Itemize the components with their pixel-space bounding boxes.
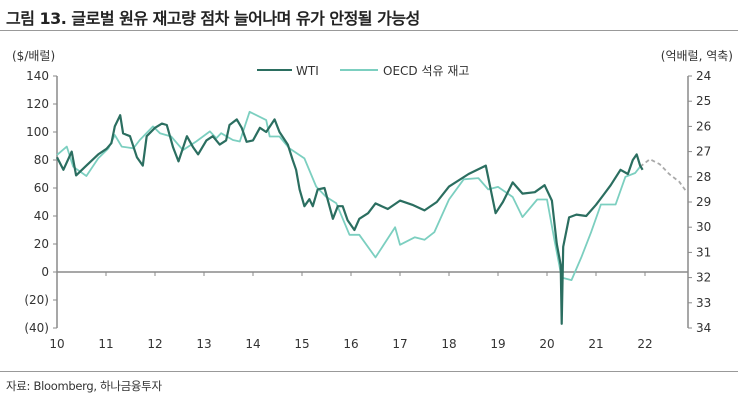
- chart-title: 그림 13. 글로벌 원유 재고량 점차 늘어나며 유가 안정될 가능성: [6, 9, 420, 28]
- x-tick-label: 14: [245, 337, 260, 351]
- x-tick-label: 12: [147, 337, 162, 351]
- left-tick-label: 0: [41, 265, 49, 279]
- left-tick-label: 100: [26, 125, 49, 139]
- right-tick-label: 26: [696, 119, 711, 133]
- left-axis-label: ($/배럴): [12, 49, 55, 63]
- right-tick-label: 33: [696, 296, 711, 310]
- right-tick-label: 29: [696, 195, 711, 209]
- x-tick-label: 15: [294, 337, 309, 351]
- x-tick-label: 10: [49, 337, 64, 351]
- right-tick-label: 31: [696, 245, 711, 259]
- source-divider: [0, 371, 738, 372]
- legend-wti-label: WTI: [296, 64, 319, 78]
- x-tick-label: 22: [637, 337, 652, 351]
- x-tick-label: 16: [343, 337, 358, 351]
- x-tick-label: 17: [392, 337, 407, 351]
- left-tick-label: 80: [34, 153, 49, 167]
- left-tick-label: 40: [34, 209, 49, 223]
- left-tick-label: 120: [26, 97, 49, 111]
- right-axis-label: (억배럴, 역축): [661, 49, 733, 63]
- right-tick-label: 24: [696, 69, 711, 83]
- x-tick-label: 21: [588, 337, 603, 351]
- oecd-inventory-forecast-line: [639, 158, 688, 193]
- left-tick-label: 60: [34, 181, 49, 195]
- x-tick-label: 11: [98, 337, 113, 351]
- right-tick-label: 34: [696, 321, 711, 335]
- x-tick-label: 13: [196, 337, 211, 351]
- x-tick-label: 20: [539, 337, 554, 351]
- chart-svg: 140 120 100 80 60 40 20 0 (20) (40) 24 25 26 27 28 29 30…: [12, 49, 733, 351]
- left-tick-label: 140: [26, 69, 49, 83]
- oecd-inventory-series-line: [56, 110, 641, 282]
- right-tick-label: 32: [696, 271, 711, 285]
- right-tick-label: 25: [696, 94, 711, 108]
- right-tick-label: 27: [696, 145, 711, 159]
- title-divider: [0, 30, 738, 31]
- x-tick-label: 18: [441, 337, 456, 351]
- right-tick-label: 28: [696, 170, 711, 184]
- wti-series-line: [56, 114, 644, 325]
- left-tick-label: 20: [34, 237, 49, 251]
- right-tick-label: 30: [696, 220, 711, 234]
- legend-oecd-label: OECD 석유 재고: [383, 64, 469, 78]
- source-note: 자료: Bloomberg, 하나금융투자: [6, 379, 162, 393]
- left-tick-label: (40): [24, 321, 49, 335]
- x-tick-label: 19: [490, 337, 505, 351]
- left-tick-label: (20): [24, 293, 49, 307]
